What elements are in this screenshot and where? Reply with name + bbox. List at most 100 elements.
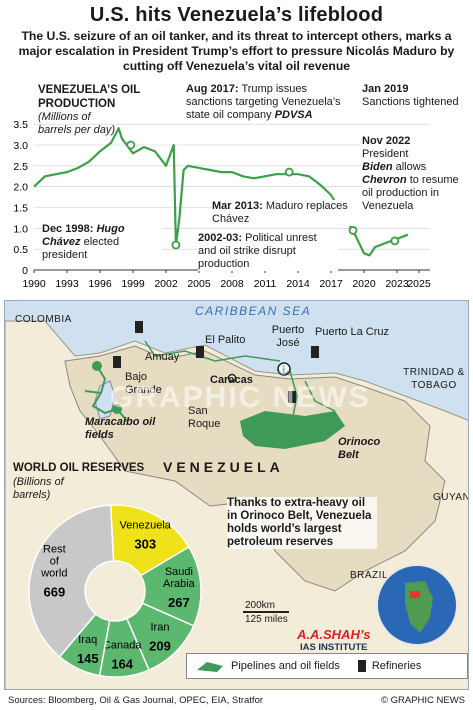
annotation-2022-biden: Biden <box>362 161 393 173</box>
reserves-subtitle: (Billions of barrels) <box>13 476 64 501</box>
annotation-2017-text: Trump issues sanctions targeting Venezue… <box>186 83 341 121</box>
footer: Sources: Bloomberg, Oil & Gas Journal, O… <box>0 690 473 710</box>
chart-subtitle: (Millions of barrels per day) <box>38 111 116 136</box>
annotation-2019-text: Sanctions tightened <box>362 96 459 108</box>
annotation-2019-date: Jan 2019 <box>362 83 409 95</box>
annotation-2017-company: PDVSA <box>274 109 313 121</box>
pie-label-word: Venezuela <box>120 520 172 532</box>
y-tick-label: 1.0 <box>13 223 28 235</box>
pie-label: Venezuela <box>120 520 172 532</box>
annotation-2022-date: Nov 2022 <box>362 135 411 147</box>
map-legend: Pipelines and oil fields Refineries <box>186 653 468 679</box>
pie-label-word: Saudi <box>165 566 193 578</box>
x-tick-label: 1993 <box>55 278 79 290</box>
pie-label: Canada <box>103 640 142 652</box>
pie-value: 164 <box>111 657 133 672</box>
event-marker <box>348 226 358 235</box>
globe-icon <box>376 564 458 646</box>
x-tick-label: 2005 <box>187 278 211 290</box>
sea-label: CARIBBEAN SEA <box>195 304 312 318</box>
bajo-grande-label: Bajo Grande <box>125 371 162 396</box>
production-chart-svg: 0 0.5 1.0 1.5 2.0 2.5 3.0 3.5 1990 1993 1996 1999 20… <box>13 119 431 290</box>
caracas-marker <box>227 373 237 383</box>
pie-slice <box>28 504 115 658</box>
annotation-2002-date: 2002-03: <box>198 232 243 244</box>
pie-value: 669 <box>43 585 65 600</box>
y-tick-label: 3.0 <box>13 140 28 152</box>
pie-value: 145 <box>77 651 99 666</box>
reserves-title: WORLD OIL RESERVES <box>13 462 145 474</box>
sources: Sources: Bloomberg, Oil & Gas Journal, O… <box>8 695 264 706</box>
y-tick-label: 2.0 <box>13 182 28 194</box>
puerto-jose-label: Puerto José <box>271 324 305 349</box>
orinoco-label: Orinoco Belt <box>338 436 381 461</box>
pie-value: 303 <box>134 537 156 552</box>
puerto-la-cruz-label: Puerto La Cruz <box>315 326 389 338</box>
annotation-2022-pre: President <box>362 148 409 160</box>
header: U.S. hits Venezuela’s lifeblood The U.S.… <box>0 0 473 74</box>
orinoco-belt-shape <box>240 411 345 449</box>
refinery-icons <box>113 321 319 403</box>
x-tick-label: 2014 <box>286 278 310 290</box>
annotation-1998: Dec 1998: Hugo Chávez elected president <box>42 223 162 262</box>
pie-value: 209 <box>149 639 171 654</box>
annotation-2019: Jan 2019 Sanctions tightened <box>362 83 467 109</box>
page-subtitle: The U.S. seizure of an oil tanker, and i… <box>18 29 455 73</box>
annotation-2002: 2002-03: Political unrest and oil strike… <box>198 232 338 271</box>
chart-title: VENEZUELA’S OIL PRODUCTION <box>38 84 141 110</box>
event-marker <box>390 236 400 246</box>
y-tick-label: 0.5 <box>13 244 28 256</box>
annotation-2022-chevron: Chevron <box>362 174 407 186</box>
annotation-2022-allows: allows <box>395 161 427 173</box>
san-roque-label: San Roque <box>188 405 221 430</box>
scale-bar <box>243 611 289 613</box>
annotation-1998-date: Dec 1998: <box>42 223 94 235</box>
annotation-2017-date: Aug 2017: <box>186 83 239 95</box>
x-tick-label: 1990 <box>22 278 46 290</box>
stamp-line1: A.A.SHAH’s <box>297 627 371 642</box>
x-tick-label: 1996 <box>88 278 112 290</box>
event-marker <box>126 140 136 150</box>
maracaibo-label: Maracaibo oil fields <box>85 416 156 441</box>
y-tick-label: 0 <box>22 265 28 277</box>
y-tick-label: 1.5 <box>13 203 28 215</box>
brazil-label: BRAZIL <box>350 570 389 581</box>
event-marker <box>171 240 181 250</box>
el-palito-label: El Palito <box>205 334 246 346</box>
reserves-pie: Venezuela 303 Saudi Arabia 267 Iran 209 Canada 1… <box>28 504 202 678</box>
reserves-note: Thanks to extra-heavy oil in Orinoco Bel… <box>227 497 377 549</box>
svg-text:⚓: ⚓ <box>278 364 289 375</box>
pie-slice <box>98 617 150 678</box>
pie-slice <box>139 545 202 627</box>
pie-label-word: Iraq <box>78 634 97 646</box>
annotation-2022-text: to resume oil production in Venezuela <box>362 174 459 212</box>
annotation-2022: Nov 2022 President Biden allows Chevron … <box>362 135 470 213</box>
x-tick-label: 2020 <box>352 278 376 290</box>
chart-title-block: VENEZUELA’S OIL PRODUCTION (Millions of … <box>38 83 188 137</box>
annotation-2002-text: Political unrest and oil strike disrupt … <box>198 232 317 270</box>
annotation-1998-name: Hugo Chávez <box>42 223 125 248</box>
pie-label: Iran <box>151 622 170 634</box>
page-title: U.S. hits Venezuela’s lifeblood <box>89 4 384 26</box>
venezuela-label: VENEZUELA <box>163 459 284 475</box>
pie-label-word: Arabia <box>163 578 196 590</box>
venezuela-map: ⚓ CARIBBEAN SEA COLOMBIA TRINIDAD & TOBA… <box>4 300 469 690</box>
credit: © GRAPHIC NEWS <box>380 695 465 706</box>
amuay-label: Amuay <box>145 351 180 363</box>
y-tick-label: 3.5 <box>13 119 28 131</box>
stamp-line2: IAS INSTITUTE <box>299 642 368 653</box>
annotation-2017: Aug 2017: Trump issues sanctions targeti… <box>186 83 351 122</box>
pie-slice <box>125 602 195 672</box>
pie-label-word: world <box>40 568 67 580</box>
pie-label: Saudi Arabia <box>163 566 196 590</box>
x-tick-label: 2025 <box>407 278 431 290</box>
annotation-2013: Mar 2013: Maduro replaces Chávez <box>212 200 362 226</box>
refineries-legend-label: Refineries <box>371 660 422 672</box>
anchor-icon <box>277 362 291 376</box>
stamp: A.A.SHAH’s IAS INSTITUTE <box>297 627 370 653</box>
pie-value: 267 <box>168 595 190 610</box>
caracas-label: Caracas <box>210 374 253 386</box>
annotation-1998-text: elected president <box>42 236 120 261</box>
pipelines-legend-swatch <box>197 662 223 672</box>
pie-label-word: of <box>50 556 60 568</box>
